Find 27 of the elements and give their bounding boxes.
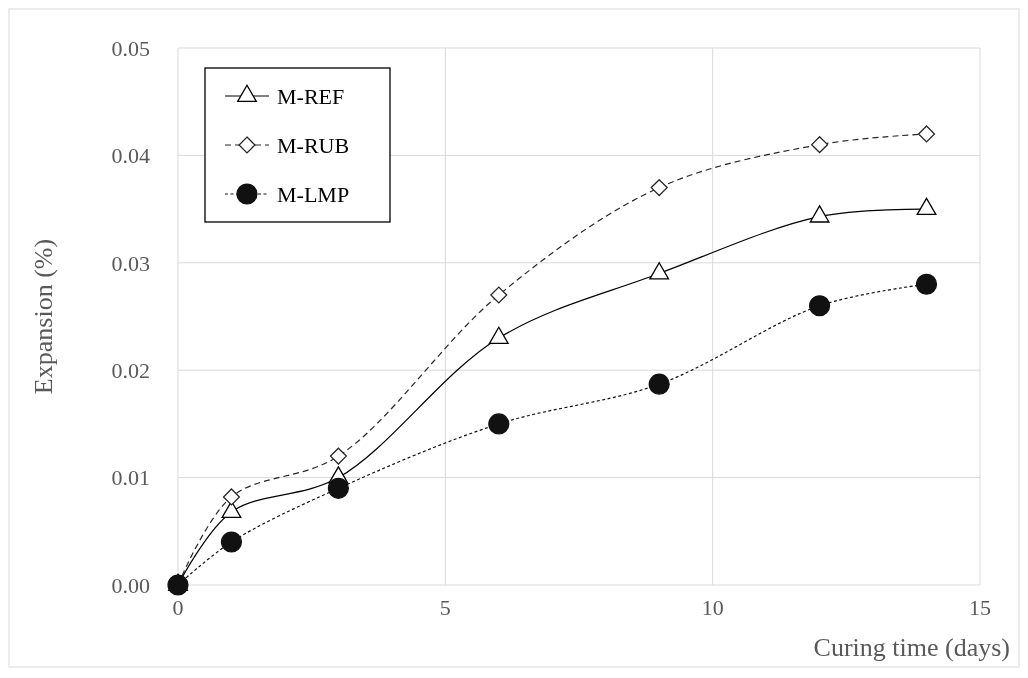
legend-label: M-RUB: [277, 132, 350, 158]
x-axis-title: Curing time (days): [813, 633, 1010, 662]
x-tick-label: 10: [701, 595, 724, 620]
point: [329, 447, 347, 465]
x-tick-label: 15: [969, 595, 991, 620]
point: [220, 531, 243, 553]
point: [488, 413, 510, 435]
y-tick-label: 0.01: [111, 465, 150, 491]
point: [650, 179, 668, 197]
legend-label: M-REF: [277, 83, 345, 109]
y-axis-title: Expansion (%): [29, 238, 58, 395]
legend-label: M-LMP: [277, 181, 350, 207]
point: [327, 477, 349, 499]
y-tick-label: 0.02: [111, 357, 150, 383]
y-tick-label: 0.04: [111, 143, 150, 169]
x-tick-label: 5: [439, 595, 451, 620]
point: [648, 373, 670, 395]
point: [917, 125, 936, 143]
x-tick-label: 0: [172, 595, 184, 620]
point: [811, 136, 829, 154]
y-tick-label: 0.00: [111, 572, 150, 598]
point: [490, 286, 508, 304]
point: [809, 295, 831, 317]
y-tick-label: 0.05: [111, 35, 150, 61]
point: [222, 488, 241, 506]
point: [915, 273, 938, 295]
y-tick-label: 0.03: [111, 250, 150, 276]
